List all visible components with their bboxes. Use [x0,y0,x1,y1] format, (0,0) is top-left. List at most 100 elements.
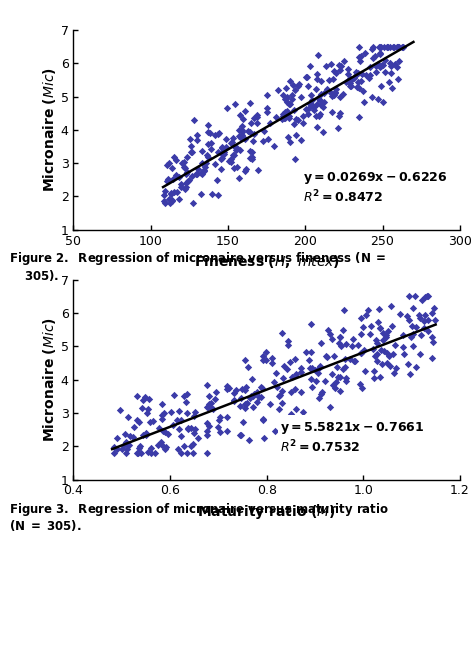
Point [424,291,432,302]
Point [229,149,237,160]
Point [238,121,246,131]
Point [359,86,366,97]
Point [368,43,376,54]
Point [205,420,212,431]
Point [161,198,169,208]
Point [369,92,376,103]
Point [416,313,423,324]
Point [249,391,256,402]
Point [339,363,346,374]
Point [228,157,235,167]
Point [317,389,324,400]
Point [177,448,184,458]
Point [321,376,328,386]
Point [420,323,428,334]
Point [143,408,150,418]
Point [369,41,377,52]
Point [409,341,417,352]
Point [168,163,176,173]
Point [358,383,366,394]
Point [341,362,349,372]
Point [380,97,387,108]
Point [116,405,124,416]
Point [366,329,374,340]
Point [411,291,419,302]
Point [348,73,356,84]
Point [409,329,416,340]
Point [297,386,305,397]
Point [155,423,163,434]
Point [212,387,220,398]
Point [332,67,340,78]
Point [218,143,226,153]
Point [382,330,390,341]
Point [394,73,402,84]
Point [125,440,132,450]
Point [399,41,406,52]
Point [305,103,313,114]
Point [328,334,336,344]
Point [357,328,365,339]
Point [123,444,131,455]
Point [323,352,331,362]
Point [329,74,337,85]
Point [133,448,141,458]
Point [294,81,301,91]
Point [357,347,365,358]
Point [120,440,128,450]
Point [244,362,252,372]
Point [143,427,150,438]
Point [390,367,398,378]
Point [238,127,246,138]
Point [342,339,349,350]
Point [259,136,266,147]
Point [177,431,184,442]
Point [400,330,407,340]
Point [203,448,210,458]
Point [257,382,265,393]
Point [412,362,420,372]
Point [385,351,392,362]
Point [224,426,231,436]
Point [367,321,375,332]
Point [230,395,238,406]
Point [133,391,141,402]
Point [424,325,432,336]
Point [372,67,380,77]
Point [315,362,323,373]
Point [233,385,240,396]
Point [253,110,260,121]
Point [335,338,343,349]
Point [270,376,278,387]
Point [214,147,222,158]
Point [428,332,435,342]
Point [237,145,244,155]
Point [384,41,392,52]
Point [313,83,320,94]
Point [383,41,391,52]
Point [122,448,129,458]
Point [236,109,244,120]
Point [258,382,265,393]
Point [377,49,384,59]
Point [322,61,330,71]
Text: $\mathbf{305).}$: $\mathbf{305).}$ [24,268,59,283]
Point [175,406,183,416]
Point [390,41,398,52]
Point [310,102,318,113]
Point [250,113,258,123]
Point [124,411,132,422]
Point [275,390,283,401]
Point [146,417,153,428]
Point [313,99,320,109]
Point [162,186,169,196]
Point [184,175,191,186]
Point [350,73,357,84]
Point [233,143,241,153]
Point [249,402,257,413]
Point [165,194,173,205]
Point [134,448,141,458]
Point [307,99,314,109]
Point [188,147,196,157]
Point [242,134,249,145]
